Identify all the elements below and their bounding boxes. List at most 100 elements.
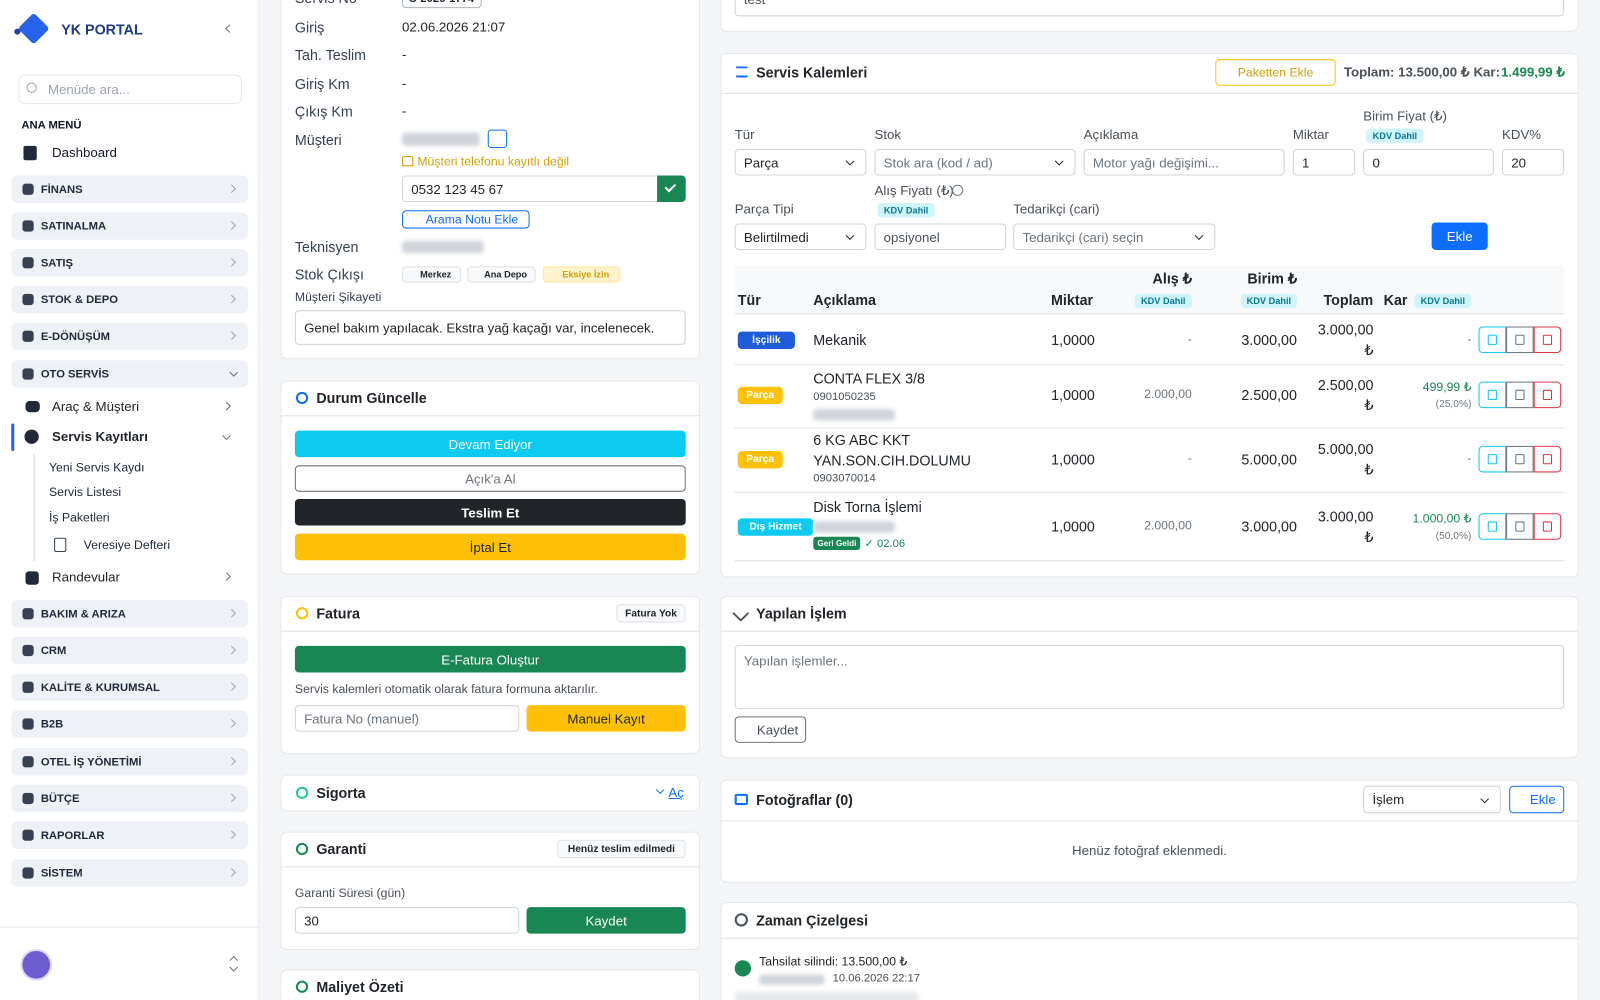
menu-group-label[interactable]: RAPORLAR: [40, 829, 105, 842]
stock-badge[interactable]: Ana Depo: [467, 266, 536, 283]
row-action[interactable]: [1478, 445, 1507, 473]
menu-group[interactable]: [11, 784, 248, 813]
package-button[interactable]: Paketten Ekle: [1215, 59, 1336, 86]
menu-item[interactable]: Araç & Müşteri: [52, 398, 140, 415]
menu-group[interactable]: [11, 248, 248, 277]
menu-group-label[interactable]: SATINALMA: [40, 220, 107, 233]
photo-category[interactable]: İşlem: [1363, 785, 1502, 814]
menu-group-label[interactable]: SATIŞ: [40, 257, 74, 270]
add-button[interactable]: Ekle: [1431, 222, 1488, 250]
stock-select[interactable]: Stok ara (kod / ad): [874, 148, 1076, 176]
call-note-button[interactable]: Arama Notu Ekle: [402, 210, 530, 229]
menu-item[interactable]: Randevular: [52, 569, 120, 585]
vat-badge[interactable]: KDV Dahil: [877, 203, 935, 218]
icon: [22, 368, 34, 380]
vat-badge[interactable]: KDV Dahil: [1240, 293, 1297, 309]
row-action[interactable]: [1533, 326, 1562, 354]
menu-group[interactable]: [11, 636, 248, 665]
top-input[interactable]: test: [734, 0, 1565, 17]
unit-price-input[interactable]: 0: [1363, 148, 1494, 176]
menu-item-active[interactable]: Servis Kayıtları: [52, 428, 148, 444]
purchase-input[interactable]: opsiyonel: [874, 223, 1007, 250]
type-badge[interactable]: Parça: [737, 386, 783, 405]
menu-group[interactable]: [11, 212, 248, 240]
stock-badge[interactable]: Eksiye İzin: [542, 266, 621, 283]
edit-button[interactable]: [487, 129, 508, 148]
row-action[interactable]: [1506, 326, 1534, 354]
menu-group-label[interactable]: SİSTEM: [40, 867, 83, 880]
invoice-number[interactable]: Fatura No (manuel): [294, 705, 520, 732]
stock-badge[interactable]: Merkez: [402, 266, 462, 283]
vat-badge[interactable]: KDV Dahil: [1134, 293, 1192, 309]
complaint-text[interactable]: Genel bakım yapılacak. Ekstra yağ kaçağı…: [294, 310, 686, 345]
row-action[interactable]: [1506, 381, 1534, 409]
warranty-save[interactable]: Kaydet: [526, 907, 686, 934]
row-action[interactable]: [1533, 513, 1562, 540]
submenu-item[interactable]: İş Paketleri: [48, 510, 110, 525]
menu-group-label[interactable]: FİNANS: [40, 183, 83, 196]
type-badge[interactable]: İşçilik: [737, 331, 795, 349]
menu-group[interactable]: [11, 821, 248, 849]
menu-group[interactable]: [11, 747, 248, 776]
menu-group-label[interactable]: OTEL İŞ YÖNETİMİ: [40, 756, 142, 769]
invoice-badge[interactable]: Fatura Yok: [616, 604, 686, 623]
menu-group[interactable]: [11, 599, 248, 628]
row-action[interactable]: [1533, 445, 1562, 473]
vat-input[interactable]: 20: [1502, 148, 1565, 176]
menu-group-label[interactable]: STOK & DEPO: [40, 293, 118, 307]
submenu-icon: [54, 537, 67, 553]
confirm-button[interactable]: [657, 175, 686, 203]
status-button[interactable]: İptal Et: [294, 533, 686, 561]
detail-label: Müşteri: [294, 131, 342, 148]
vat-badge[interactable]: KDV Dahil: [1414, 293, 1472, 309]
manual-button[interactable]: Manuel Kayıt: [526, 705, 686, 732]
insurance-toggle[interactable]: Aç: [668, 784, 684, 800]
menu-group[interactable]: [11, 175, 248, 204]
work-textarea[interactable]: Yapılan işlemler...: [734, 644, 1565, 710]
warranty-badge[interactable]: Henüz teslim edilmedi: [557, 839, 686, 859]
part-type-select[interactable]: Belirtilmedi: [734, 223, 867, 250]
row-action[interactable]: [1533, 381, 1562, 409]
work-save[interactable]: Kaydet: [734, 716, 807, 743]
avatar[interactable]: [20, 948, 53, 981]
menu-group[interactable]: [11, 673, 248, 702]
menu-group[interactable]: [11, 859, 248, 887]
status-button[interactable]: Açık'a Al: [294, 465, 686, 492]
photo-add[interactable]: Ekle: [1509, 785, 1565, 814]
status-button[interactable]: Teslim Et: [294, 498, 686, 526]
warranty-input[interactable]: 30: [294, 907, 520, 934]
divider: [280, 415, 700, 417]
menu-group-label[interactable]: B2B: [40, 718, 64, 731]
menu-group-label[interactable]: CRM: [40, 644, 67, 658]
row-action[interactable]: [1478, 326, 1507, 354]
supplier-select[interactable]: Tedarikçi (cari) seçin: [1013, 223, 1216, 250]
status-button[interactable]: Devam Ediyor: [294, 430, 686, 458]
warranty-label: Garanti Süresi (gün): [294, 885, 406, 900]
menu-group-label[interactable]: E-DÖNÜŞÜM: [40, 330, 111, 343]
menu-group[interactable]: [11, 710, 248, 738]
row-action[interactable]: [1478, 381, 1507, 409]
submenu-item[interactable]: Servis Listesi: [48, 484, 122, 499]
menu-group[interactable]: [11, 360, 248, 388]
phone-input[interactable]: 0532 123 45 67: [402, 175, 659, 203]
type-select[interactable]: Parça: [734, 148, 867, 176]
menu-group[interactable]: [11, 285, 248, 314]
row-action[interactable]: [1506, 513, 1534, 540]
menu-group-label[interactable]: OTO SERVİS: [40, 368, 110, 381]
qty-input[interactable]: 1: [1292, 148, 1356, 176]
type-badge[interactable]: Parça: [737, 451, 783, 469]
e-invoice-button[interactable]: E-Fatura Oluştur: [294, 645, 686, 673]
submenu-item[interactable]: Veresiye Defteri: [83, 537, 171, 553]
menu-group[interactable]: [11, 322, 248, 350]
vat-badge[interactable]: KDV Dahil: [1366, 128, 1424, 143]
menu-search[interactable]: Menüde ara...: [18, 74, 242, 105]
menu-item[interactable]: Dashboard: [52, 144, 117, 161]
row-action[interactable]: [1478, 513, 1507, 540]
submenu-item[interactable]: Yeni Servis Kaydı: [48, 460, 145, 475]
menu-group-label[interactable]: BÜTÇE: [40, 792, 80, 806]
menu-group-label[interactable]: BAKIM & ARIZA: [40, 608, 126, 621]
type-badge[interactable]: Dış Hizmet: [737, 518, 814, 536]
desc-input[interactable]: Motor yağı değişimi...: [1083, 148, 1285, 176]
row-action[interactable]: [1506, 445, 1534, 473]
menu-group-label[interactable]: KALİTE & KURUMSAL: [40, 681, 160, 694]
